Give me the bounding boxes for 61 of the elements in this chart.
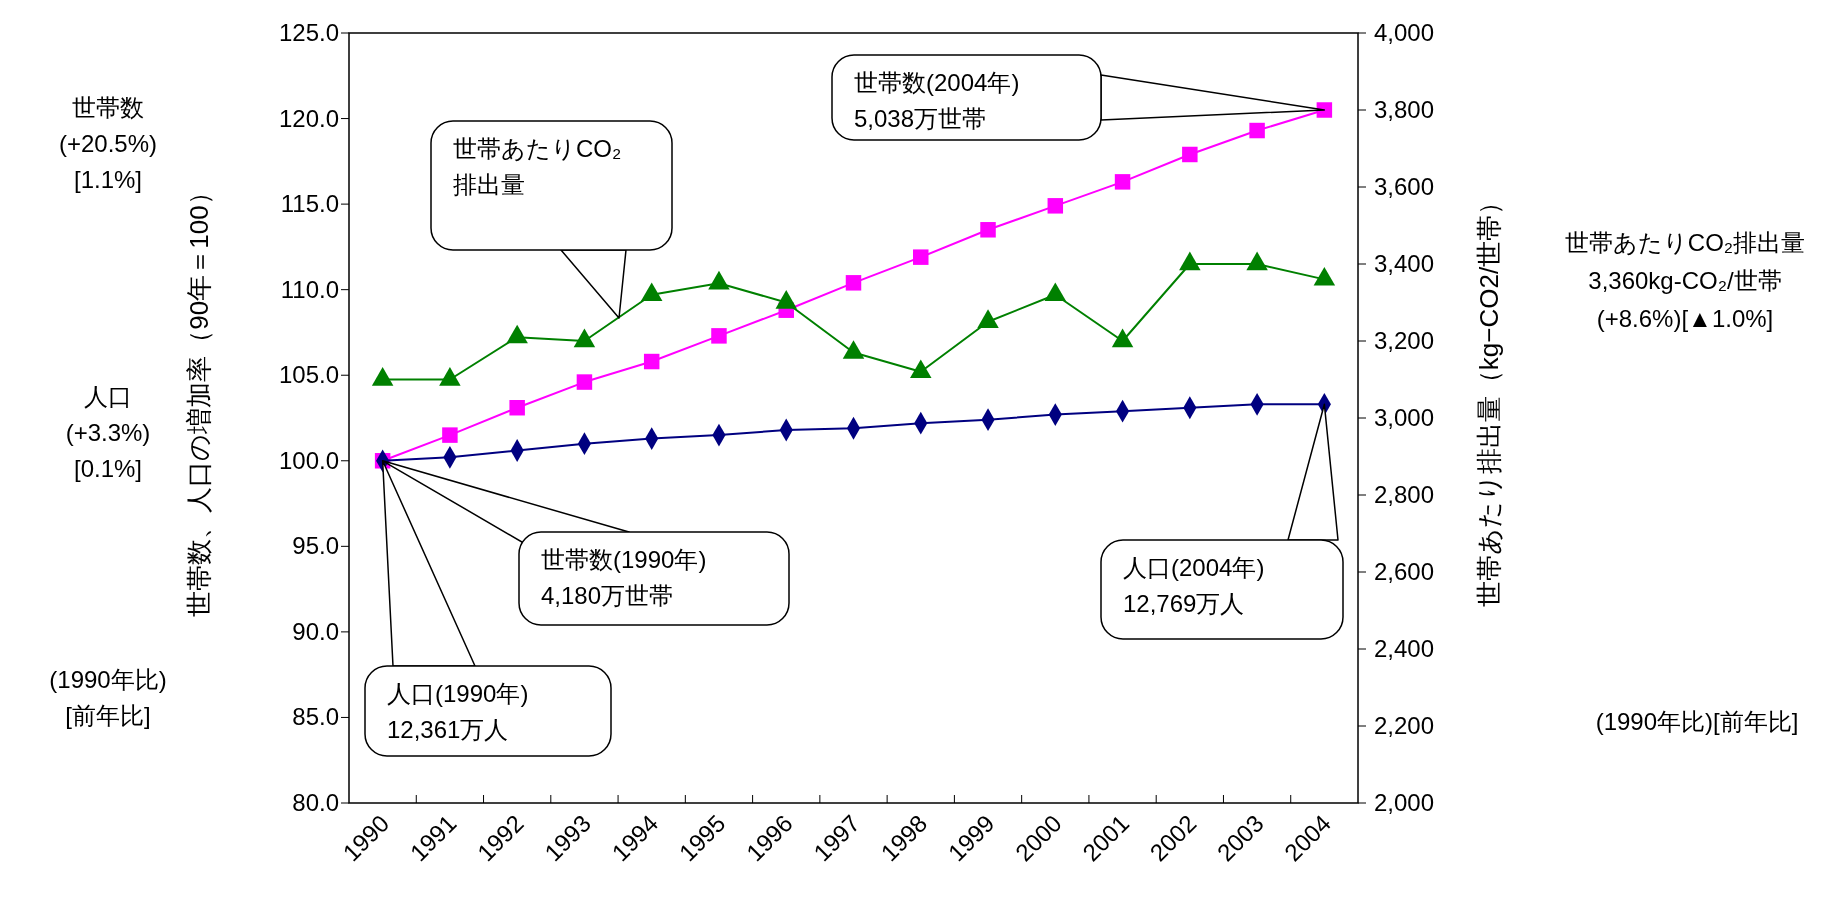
y2-tick-label: 2,400	[1374, 635, 1435, 662]
y2-tick-label: 2,000	[1374, 789, 1435, 816]
point	[1179, 251, 1201, 271]
annotation: 世帯数(1990年) 4,180万世帯	[541, 546, 707, 609]
y-tick-label: 125.0	[278, 19, 339, 46]
point	[1047, 198, 1064, 214]
y2-tick-label: 2,800	[1374, 481, 1435, 508]
y-tick-label: 95.0	[292, 532, 339, 560]
y-tick-label: 90.0	[292, 617, 339, 645]
y-tick-label: 115.0	[280, 190, 339, 218]
point	[1316, 102, 1333, 118]
text: 世帯数 (+20.5%) [1.1%]	[58, 94, 158, 193]
point	[708, 270, 730, 290]
y-tick-label: 110.0	[280, 275, 339, 303]
point	[576, 374, 593, 390]
point	[506, 324, 528, 344]
annotation: 世帯あたりCO₂ 排出量	[453, 135, 622, 198]
point	[910, 359, 932, 378]
point	[1246, 251, 1268, 271]
y2-axis-title: 世帯あたり排出量（kg−CO2/世帯）	[1474, 188, 1504, 608]
point	[775, 290, 797, 309]
annotation: 世帯数(2004年) 5,038万世帯	[854, 69, 1020, 132]
point	[1114, 174, 1131, 190]
text: (1990年比)[前年比]	[1595, 708, 1799, 735]
point	[1313, 266, 1336, 286]
y2-tick-label: 3,600	[1374, 173, 1435, 200]
point	[643, 353, 660, 370]
y2-tick-label: 2,600	[1374, 558, 1435, 585]
point	[371, 367, 394, 386]
y2-tick-label: 4,000	[1374, 19, 1435, 46]
point	[573, 328, 596, 348]
y2-tick-label: 3,200	[1374, 327, 1435, 354]
point	[640, 282, 663, 301]
text: 人口 (+3.3%) [0.1%]	[65, 383, 151, 482]
y-tick-label: 100.0	[278, 446, 339, 474]
point	[509, 399, 525, 416]
y-tick-label: 80.0	[292, 789, 339, 816]
y-axis-title: 世帯数、人口の増加率（90年＝100）	[184, 179, 214, 617]
point	[1182, 146, 1198, 163]
y2-tick-label: 3,400	[1374, 250, 1435, 277]
point	[845, 275, 862, 291]
y-tick-label: 105.0	[278, 361, 339, 389]
annotation: 人口(1990年) 12,361万人	[387, 680, 529, 743]
y2-tick-label: 3,800	[1374, 96, 1435, 123]
point	[711, 328, 727, 344]
point	[442, 427, 458, 443]
y-tick-label: 120.0	[278, 104, 339, 132]
y2-tick-label: 2,200	[1374, 712, 1435, 739]
point	[913, 249, 929, 265]
point	[980, 222, 996, 238]
point	[977, 309, 999, 328]
point	[1044, 282, 1067, 301]
annotation: 人口(2004年) 12,769万人	[1123, 554, 1265, 617]
point	[842, 340, 865, 359]
y2-tick-label: 3,000	[1374, 404, 1435, 431]
y-tick-label: 85.0	[292, 703, 339, 731]
text: (1990年比) [前年比]	[49, 666, 167, 729]
point	[1111, 328, 1134, 348]
text: 世帯あたりCO₂排出量 3,360kg-CO₂/世帯 (+8.6%)[▲1.0%]	[1564, 229, 1806, 332]
point	[439, 367, 461, 386]
point	[1249, 122, 1265, 139]
